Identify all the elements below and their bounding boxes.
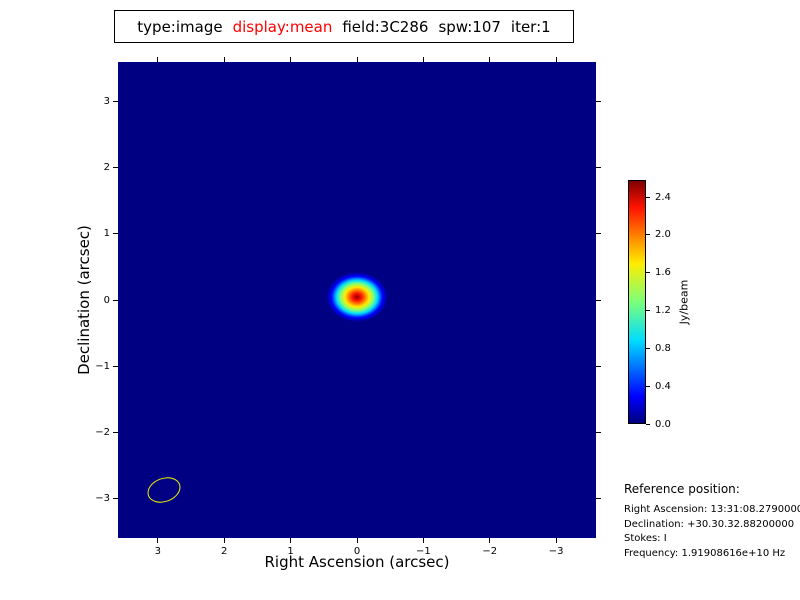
x-tick xyxy=(223,538,225,543)
plot-title-box: type:image display:mean field:3C286 spw:107… xyxy=(114,10,574,43)
y-tick-label: −3 xyxy=(95,492,110,504)
reference-line: Declination: +30.30.32.88200000 xyxy=(624,518,795,530)
y-tick-label: 3 xyxy=(103,96,110,108)
x-tick-label: 1 xyxy=(287,546,294,557)
x-axis-label: Right Ascension (arcsec) xyxy=(264,553,450,571)
y-tick-right xyxy=(596,365,601,367)
colorbar-tick-label: 0.0 xyxy=(655,418,671,430)
colorbar-tick-label: 1.2 xyxy=(655,305,671,316)
x-tick-top xyxy=(157,57,159,62)
x-tick-top xyxy=(555,57,557,62)
y-tick-label: 0 xyxy=(103,294,110,306)
x-tick-label: 0 xyxy=(353,546,361,557)
source-blob xyxy=(325,270,389,323)
title-segment: iter:1 xyxy=(510,17,551,36)
colorbar-tick-label: 1.6 xyxy=(655,267,671,279)
y-tick xyxy=(113,365,118,367)
colorbar-tick-label: 2.0 xyxy=(655,229,671,241)
x-tick xyxy=(290,538,292,543)
x-tick xyxy=(422,538,424,543)
y-tick-right xyxy=(596,431,601,433)
x-tick-top xyxy=(223,57,225,62)
title-segment: display:mean xyxy=(232,17,333,36)
reference-position-block: Reference position: Right Ascension: 13:… xyxy=(624,482,800,561)
colorbar-tick-label: 2.4 xyxy=(655,191,671,203)
colorbar: 0.0 0.4 0.8 1.2 1.6 2.0 2.4 xyxy=(628,180,671,430)
colorbar-label: Jy/beam xyxy=(677,279,691,325)
colorbar-gradient xyxy=(628,180,646,424)
x-tick-label: −3 xyxy=(548,546,564,557)
reference-line: Stokes: I xyxy=(624,533,667,544)
x-tick-label: −2 xyxy=(482,546,498,557)
y-tick-label: −1 xyxy=(95,360,110,372)
y-tick xyxy=(113,101,118,103)
y-tick-label: 2 xyxy=(103,162,110,174)
y-tick-right xyxy=(596,497,601,499)
x-tick xyxy=(356,538,358,543)
y-tick xyxy=(113,431,118,433)
reference-title: Reference position: xyxy=(624,482,740,496)
y-tick-right xyxy=(596,299,601,301)
title-segment: spw:107 xyxy=(438,17,501,36)
colorbar-tick-label: 0.8 xyxy=(655,342,671,354)
x-tick-top xyxy=(489,57,491,62)
x-tick xyxy=(157,538,159,543)
y-tick xyxy=(113,233,118,235)
y-tick xyxy=(113,299,118,301)
colorbar-tick xyxy=(646,272,650,274)
beam-ellipse xyxy=(144,472,185,507)
colorbar-tick xyxy=(646,196,650,198)
colorbar-tick xyxy=(646,234,650,236)
colorbar-tick xyxy=(646,310,650,311)
colorbar-tick xyxy=(646,385,650,387)
y-tick-right xyxy=(596,233,601,235)
title-segment: field:3C286 xyxy=(342,17,429,36)
reference-line: Frequency: 1.91908616e+10 Hz xyxy=(624,547,786,559)
reference-line: Right Ascension: 13:31:08.27900000 xyxy=(624,504,800,515)
plot-area: 3 2 1 0 −1 −2 −3 3 2 1 0 −1 −2 −3 xyxy=(95,57,601,557)
x-tick-top xyxy=(290,57,292,62)
colorbar-tick xyxy=(646,423,650,425)
y-tick-right xyxy=(596,167,601,169)
x-tick xyxy=(489,538,491,543)
y-tick-label: −2 xyxy=(95,426,110,438)
x-tick-top xyxy=(356,57,358,62)
colorbar-tick-label: 0.4 xyxy=(655,380,671,392)
x-tick-label: 2 xyxy=(221,546,228,557)
reference-lines: Right Ascension: 13:31:08.27900000 Declin… xyxy=(624,503,800,560)
y-tick xyxy=(113,167,118,169)
y-tick-label: 1 xyxy=(103,228,110,240)
x-tick-top xyxy=(422,57,424,62)
colorbar-tick xyxy=(646,347,650,349)
y-axis-label: Declination (arcsec) xyxy=(75,225,93,375)
x-tick xyxy=(555,538,557,543)
y-tick-right xyxy=(596,101,601,103)
x-tick-label: 3 xyxy=(154,546,162,557)
y-tick xyxy=(113,497,118,499)
x-tick-label: −1 xyxy=(416,546,431,557)
title-segment: type:image xyxy=(137,17,223,36)
